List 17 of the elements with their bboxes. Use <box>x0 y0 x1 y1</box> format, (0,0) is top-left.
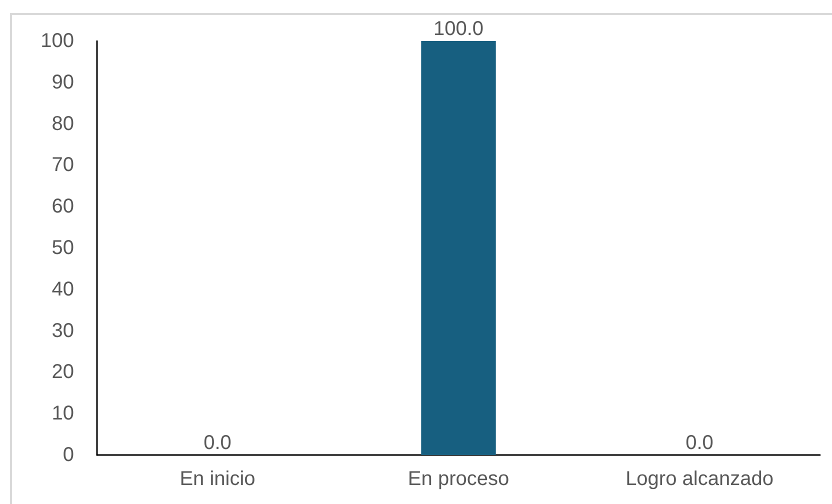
y-tick-label: 20 <box>52 361 74 384</box>
y-tick-label: 50 <box>52 237 74 259</box>
y-tick-label: 0 <box>62 444 74 466</box>
x-tick-label: Logro alcanzado <box>626 468 774 490</box>
y-tick-label: 70 <box>52 154 74 176</box>
data-label: 100.0 <box>433 18 484 40</box>
y-tick-label: 30 <box>52 320 74 342</box>
y-tick-label: 60 <box>52 196 74 218</box>
y-tick-label: 100 <box>40 30 74 52</box>
x-tick-label: En proceso <box>408 468 510 490</box>
y-tick-label: 90 <box>52 71 74 94</box>
y-tick-label: 10 <box>52 402 74 425</box>
x-tick-label: En inicio <box>180 468 256 490</box>
data-label: 0.0 <box>204 432 232 454</box>
y-tick-label: 40 <box>52 278 74 300</box>
data-label: 0.0 <box>686 432 714 454</box>
y-tick-label: 80 <box>52 112 74 135</box>
